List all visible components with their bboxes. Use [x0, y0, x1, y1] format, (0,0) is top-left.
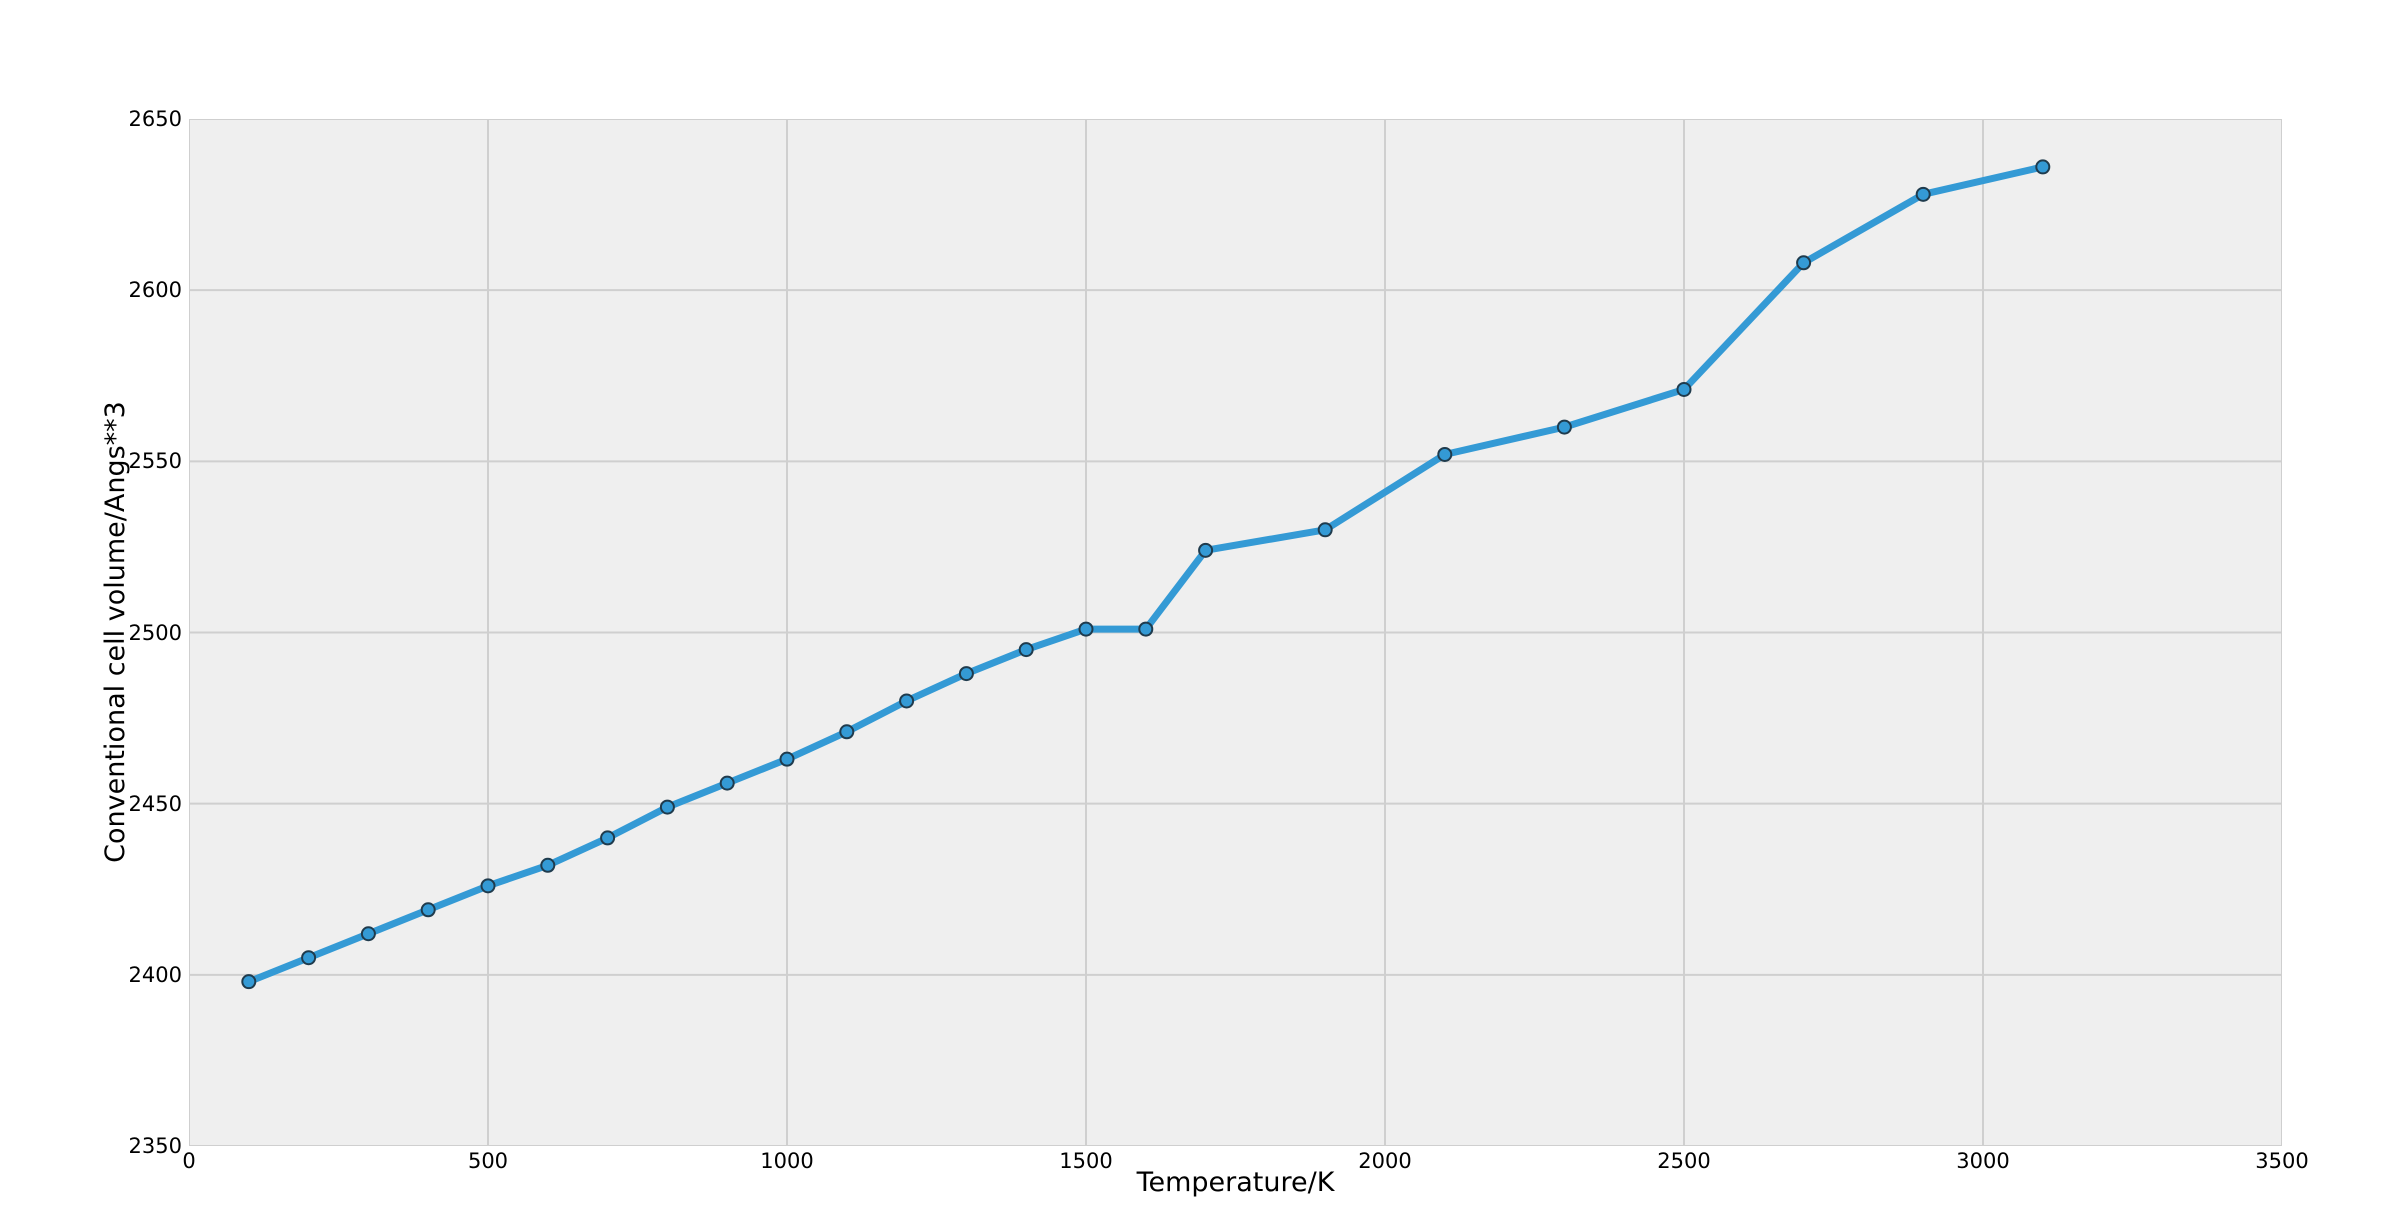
y-tick-label: 2650: [128, 107, 182, 131]
data-line: [245, 163, 2047, 986]
y-tick-label: 2500: [128, 620, 182, 645]
x-tick-label: 0: [182, 1149, 196, 1173]
data-point: [1078, 621, 1094, 637]
data-point: [241, 974, 257, 990]
y-tick-label: 2550: [128, 449, 182, 474]
x-axis-title: Temperature/K: [1136, 1167, 1335, 1198]
data-point: [899, 693, 915, 709]
data-point: [1138, 621, 1154, 637]
data-point: [659, 799, 675, 815]
data-point: [360, 926, 376, 942]
data-point: [1018, 642, 1034, 658]
x-tick-label: 500: [467, 1149, 509, 1173]
x-tick-label: 3500: [2255, 1149, 2309, 1173]
data-point: [1676, 381, 1692, 397]
data-point: [600, 830, 616, 846]
data-point: [1796, 255, 1812, 271]
x-tick-label: 1000: [760, 1149, 814, 1173]
data-point: [839, 724, 855, 740]
data-point: [480, 878, 496, 894]
data-point: [719, 775, 735, 791]
y-tick-label: 2400: [128, 962, 182, 987]
y-axis-title: Conventional cell volume/Angs**3: [100, 401, 131, 863]
y-tick-label: 2600: [128, 278, 182, 303]
data-point: [1437, 446, 1453, 462]
data-point: [1198, 542, 1214, 558]
y-tick-label: 2450: [128, 791, 182, 816]
data-point: [1915, 186, 1931, 202]
data-point: [1556, 419, 1572, 435]
data-point: [2035, 159, 2051, 175]
x-tick-label: 2000: [1358, 1149, 1412, 1173]
data-point: [540, 857, 556, 873]
x-tick-label: 2500: [1657, 1149, 1711, 1173]
x-tick-label: 1500: [1059, 1149, 1113, 1173]
chart-canvas: [189, 119, 2282, 1146]
plot-area: [189, 119, 2282, 1146]
data-point: [301, 950, 317, 966]
data-point: [1317, 522, 1333, 538]
x-tick-label: 3000: [1956, 1149, 2010, 1173]
data-point: [779, 751, 795, 767]
data-point: [958, 666, 974, 682]
data-point: [420, 902, 436, 918]
y-tick-label: 2350: [128, 1134, 182, 1158]
